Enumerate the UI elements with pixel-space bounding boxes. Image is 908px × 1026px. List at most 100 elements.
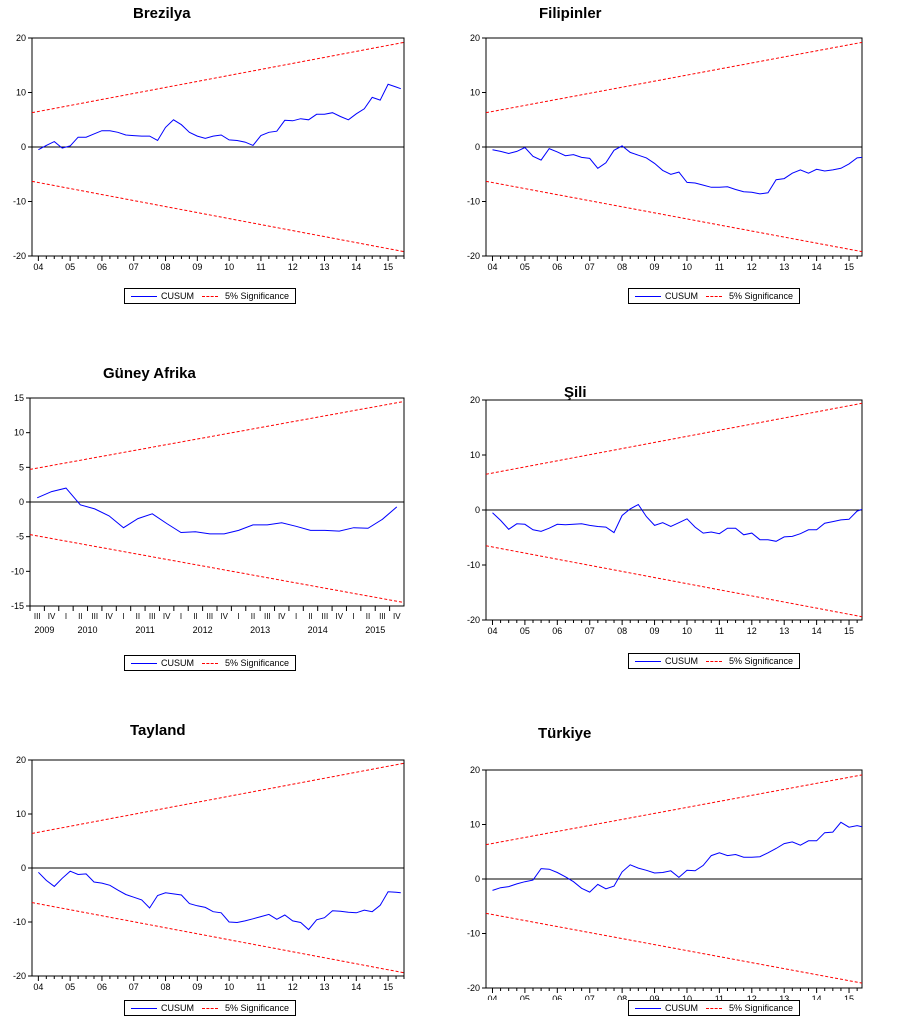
- x-tick-label: 13: [779, 262, 789, 272]
- x-tick-label: IV: [105, 612, 113, 621]
- x-tick-label: 09: [192, 982, 202, 992]
- upper-significance-line: [31, 762, 405, 834]
- y-tick-label: 5: [19, 462, 24, 472]
- legend-cusum-label: CUSUM: [161, 658, 194, 668]
- chart-legend: CUSUM 5% Significance: [628, 653, 801, 669]
- x-year-label: 2009: [34, 625, 54, 635]
- legend-cusum-label: CUSUM: [665, 656, 698, 666]
- lower-significance-line: [31, 902, 405, 974]
- chart-panel: Tayland -20 -10 0 10 20 04 05 06 07 08 09 10 11 12 13 1…: [0, 690, 454, 1026]
- y-tick-label: 15: [14, 393, 24, 403]
- y-tick-label: 0: [475, 142, 480, 152]
- x-tick-label: IV: [335, 612, 343, 621]
- y-tick-label: 10: [470, 820, 480, 830]
- x-tick-label: 10: [682, 994, 692, 1000]
- cusum-legend-swatch: [131, 295, 157, 297]
- chart-panel: Türkiye -20 -10 0 10 20 04 05 06 07 08 09 10 11 12 13 1…: [454, 690, 908, 1026]
- y-tick-label: -10: [13, 917, 26, 927]
- x-tick-label: 05: [520, 626, 530, 636]
- x-year-label: 2012: [193, 625, 213, 635]
- x-tick-label: 05: [65, 262, 75, 272]
- cusum-line: [492, 145, 863, 195]
- x-tick-label: 10: [682, 262, 692, 272]
- y-tick-label: 0: [21, 863, 26, 873]
- legend-significance-label: 5% Significance: [729, 291, 794, 301]
- x-tick-label: I: [295, 612, 297, 621]
- x-tick-label: IV: [163, 612, 171, 621]
- y-tick-label: 0: [19, 497, 24, 507]
- x-tick-label: IV: [278, 612, 286, 621]
- y-tick-label: 0: [475, 505, 480, 515]
- x-tick-label: 14: [812, 262, 822, 272]
- chart-svg: -20 -10 0 10 20 04 05 06 07 08 09 10 11 12 13 14 15: [467, 33, 863, 272]
- legend-cusum-label: CUSUM: [665, 1003, 698, 1013]
- y-tick-label: -10: [13, 197, 26, 207]
- x-tick-label: IV: [48, 612, 56, 621]
- cusum-legend-swatch: [635, 295, 661, 297]
- y-tick-label: 20: [470, 33, 480, 43]
- x-tick-label: IV: [393, 612, 401, 621]
- x-tick-label: 14: [812, 994, 822, 1000]
- cusum-line: [492, 821, 863, 893]
- x-tick-label: 11: [256, 982, 265, 992]
- y-tick-label: 10: [16, 88, 26, 98]
- x-tick-label: III: [149, 612, 156, 621]
- chart-title: Tayland: [130, 722, 186, 739]
- chart-svg: -20 -10 0 10 20 04 05 06 07 08 09 10 11 12 13 14 15: [467, 765, 863, 1000]
- x-tick-label: 13: [779, 626, 789, 636]
- x-tick-label: I: [353, 612, 355, 621]
- y-tick-label: -20: [467, 615, 480, 625]
- chart-title: Brezilya: [133, 5, 191, 22]
- y-tick-label: 10: [16, 809, 26, 819]
- x-tick-label: II: [366, 612, 370, 621]
- chart-legend: CUSUM 5% Significance: [628, 288, 801, 304]
- y-tick-label: 20: [470, 395, 480, 405]
- x-tick-label: IV: [220, 612, 228, 621]
- upper-significance-line: [485, 774, 863, 846]
- x-tick-label: 04: [33, 982, 43, 992]
- x-tick-label: II: [251, 612, 255, 621]
- legend-cusum-label: CUSUM: [161, 1003, 194, 1013]
- x-tick-label: 04: [487, 626, 497, 636]
- chart-title: Güney Afrika: [103, 365, 196, 382]
- y-tick-label: 20: [16, 33, 26, 43]
- x-tick-label: 06: [552, 262, 562, 272]
- x-tick-label: 09: [650, 262, 660, 272]
- chart-legend: CUSUM 5% Significance: [628, 1000, 801, 1016]
- cusum-line: [37, 487, 398, 535]
- x-tick-label: I: [180, 612, 182, 621]
- y-tick-label: 20: [470, 765, 480, 775]
- chart-svg: -20 -10 0 10 20 04 05 06 07 08 09 10 11 12 13 14 15: [467, 395, 863, 636]
- x-tick-label: 06: [552, 994, 562, 1000]
- upper-significance-line: [485, 41, 863, 114]
- chart-panel: Brezilya -20 -10 0 10 20 04 05 06 07 08 09 10 11 12 13…: [0, 0, 454, 310]
- legend-significance-label: 5% Significance: [225, 658, 290, 668]
- x-year-label: 2015: [365, 625, 385, 635]
- x-year-label: 2013: [250, 625, 270, 635]
- x-tick-label: II: [136, 612, 140, 621]
- cusum-legend-swatch: [635, 1007, 661, 1009]
- x-year-label: 2014: [308, 625, 328, 635]
- x-tick-label: 08: [161, 262, 171, 272]
- x-tick-label: I: [237, 612, 239, 621]
- chart-title: Şili: [564, 384, 587, 401]
- y-tick-label: 0: [21, 142, 26, 152]
- x-tick-label: 14: [351, 982, 361, 992]
- x-tick-label: 06: [97, 262, 107, 272]
- y-tick-label: -20: [467, 251, 480, 261]
- x-tick-label: 10: [224, 262, 234, 272]
- chart-panel: Filipinler -20 -10 0 10 20 04 05 06 07 08 09 10 11 12…: [454, 0, 908, 310]
- chart-panel: Güney Afrika -15 -10 -5 0 5 10 15 III IV I II III IV…: [0, 360, 454, 690]
- x-tick-label: III: [34, 612, 41, 621]
- lower-significance-line: [485, 180, 863, 253]
- legend-significance-label: 5% Significance: [729, 1003, 794, 1013]
- lower-significance-line: [485, 545, 863, 618]
- y-tick-label: -20: [13, 251, 26, 261]
- chart-legend: CUSUM 5% Significance: [124, 288, 297, 304]
- y-tick-label: -20: [467, 983, 480, 993]
- x-tick-label: 13: [320, 982, 330, 992]
- upper-significance-line: [29, 400, 405, 470]
- x-tick-label: 05: [65, 982, 75, 992]
- x-tick-label: 12: [747, 262, 757, 272]
- chart-legend: CUSUM 5% Significance: [124, 655, 297, 671]
